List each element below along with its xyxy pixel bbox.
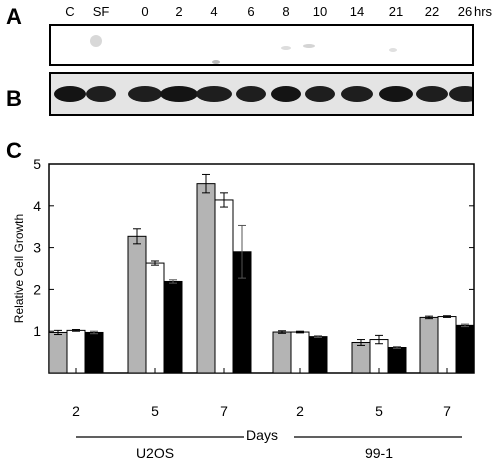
lane-label: C [65, 4, 75, 19]
lane-label: 8 [282, 4, 290, 19]
x-tick-label: 5 [375, 403, 383, 419]
bar [290, 331, 310, 374]
lanes-unit-label: hrs [474, 4, 493, 19]
lane-label: 4 [210, 4, 218, 19]
blot-band [236, 86, 266, 102]
group-label: 99-1 [365, 445, 393, 461]
x-tick-label: 5 [151, 403, 159, 419]
lane-labels: C SF 0 2 4 6 8 10 14 21 22 26 hrs [0, 4, 500, 24]
bar [387, 347, 407, 374]
y-tick-label: 3 [33, 240, 41, 256]
blot-panel-a [49, 24, 474, 66]
panel-a-label: A [6, 4, 22, 29]
x-axis-label: Days [246, 427, 278, 443]
bar [272, 331, 292, 374]
x-tick-label: 7 [220, 403, 228, 419]
plot-frame [48, 163, 475, 374]
blot-b-bands [54, 86, 481, 102]
bar [127, 235, 147, 374]
blot-band [160, 86, 198, 102]
panel-b-label: B [6, 86, 22, 111]
blot-a-smudges [90, 35, 397, 64]
bar [369, 339, 389, 374]
bar [66, 329, 86, 374]
lane-label: 2 [175, 4, 183, 19]
y-tick-label: 5 [33, 156, 41, 172]
bar [308, 336, 328, 374]
bar [214, 199, 234, 374]
y-tick-label: 2 [33, 281, 41, 297]
bar [84, 331, 104, 374]
blot-band [305, 86, 335, 102]
panel-c-label: C [6, 138, 22, 163]
bar [419, 316, 439, 374]
bar [145, 262, 165, 374]
blot-panel-b [49, 72, 481, 116]
bar [437, 316, 457, 374]
blot-band [416, 86, 448, 102]
lane-label: 26 [457, 4, 473, 19]
y-tick-label: 1 [33, 323, 41, 339]
group-label: U2OS [136, 445, 174, 461]
blot-band [379, 86, 413, 102]
blot-band [196, 86, 232, 102]
blot-band [86, 86, 116, 102]
blot-band [128, 86, 162, 102]
lane-label: 10 [312, 4, 328, 19]
y-tick-label: 4 [33, 198, 41, 214]
lane-label: 0 [141, 4, 149, 19]
x-tick-label: 7 [443, 403, 451, 419]
x-tick-label: 2 [72, 403, 80, 419]
blot-band [341, 86, 373, 102]
bar [455, 324, 475, 374]
lane-label: 22 [424, 4, 440, 19]
lane-label: 21 [388, 4, 404, 19]
lane-label: 14 [349, 4, 365, 19]
blot-band [54, 86, 86, 102]
y-axis-label: Relative Cell Growth [12, 214, 26, 323]
lane-label: 6 [247, 4, 255, 19]
x-tick-label: 2 [296, 403, 304, 419]
bar [351, 341, 371, 374]
bar [163, 280, 183, 374]
lane-label: SF [92, 4, 110, 19]
blot-band [271, 86, 301, 102]
bar [196, 183, 216, 374]
bar [48, 331, 68, 374]
